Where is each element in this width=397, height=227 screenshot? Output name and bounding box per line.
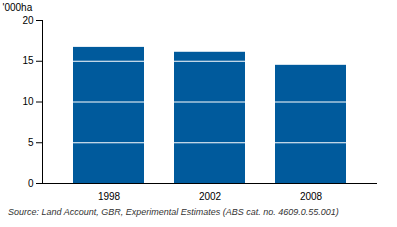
svg-text:'000ha: '000ha — [3, 2, 33, 13]
svg-text:0: 0 — [28, 178, 34, 189]
svg-text:2002: 2002 — [199, 191, 222, 202]
svg-text:10: 10 — [22, 96, 34, 107]
svg-text:2008: 2008 — [300, 191, 323, 202]
svg-text:15: 15 — [22, 55, 34, 66]
svg-text:20: 20 — [22, 15, 34, 26]
svg-text:5: 5 — [28, 137, 34, 148]
html-text:Source: Land Account, GBR, Exp: Source: Land Account, GBR, Experimental … — [8, 207, 339, 217]
svg-text:1998: 1998 — [98, 191, 121, 202]
